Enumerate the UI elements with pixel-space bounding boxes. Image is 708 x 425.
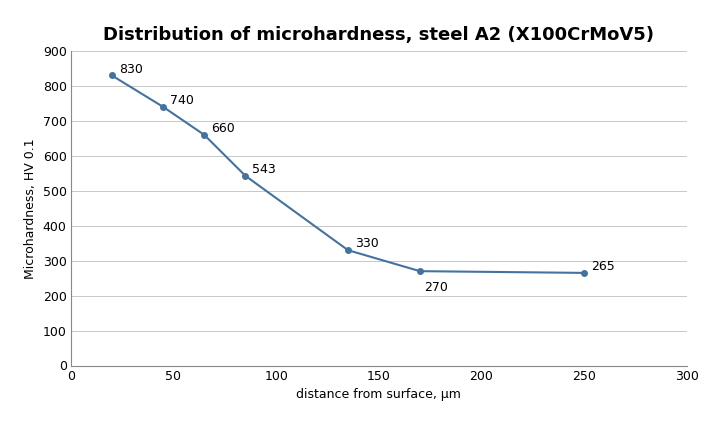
Text: 830: 830 bbox=[119, 62, 143, 76]
Title: Distribution of microhardness, steel A2 (X100CrMoV5): Distribution of microhardness, steel A2 … bbox=[103, 26, 654, 44]
X-axis label: distance from surface, μm: distance from surface, μm bbox=[297, 388, 461, 401]
Y-axis label: Microhardness, HV 0.1: Microhardness, HV 0.1 bbox=[24, 138, 37, 278]
Text: 543: 543 bbox=[252, 163, 276, 176]
Text: 265: 265 bbox=[591, 260, 615, 273]
Text: 660: 660 bbox=[211, 122, 235, 135]
Text: 740: 740 bbox=[170, 94, 194, 107]
Text: 270: 270 bbox=[424, 280, 448, 294]
Text: 330: 330 bbox=[355, 238, 379, 250]
